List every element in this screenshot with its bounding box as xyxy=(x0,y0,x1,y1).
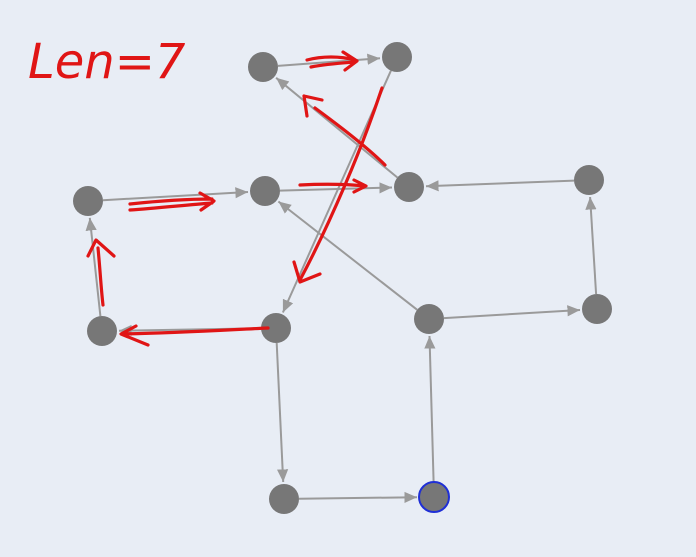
edge-n7-n11 xyxy=(275,342,289,483)
graph-node-n9[interactable] xyxy=(414,304,444,334)
ink-arrow-n4-n5 xyxy=(298,178,368,194)
edge-n4-n5 xyxy=(279,182,393,194)
handwritten-path-annotation: Len=7 xyxy=(28,34,387,347)
edge-n1-n2 xyxy=(277,53,381,67)
ink-stroke-n5-n1 xyxy=(302,94,387,167)
graph-node-n11[interactable] xyxy=(269,484,299,514)
edge-n8-n3 xyxy=(85,217,102,317)
ink-arrow-n7-n8 xyxy=(119,324,270,347)
edge-n9-n4 xyxy=(277,200,418,311)
graph-node-n7[interactable] xyxy=(261,313,291,343)
graph-node-n6[interactable] xyxy=(574,165,604,195)
edge-n9-n10 xyxy=(443,305,581,320)
edge-n11-n12 xyxy=(298,491,418,503)
graph-node-n1[interactable] xyxy=(248,52,278,82)
edge-n10-n6 xyxy=(585,196,598,295)
edge-layer xyxy=(85,53,598,503)
graph-node-highlighted[interactable] xyxy=(418,481,450,513)
graph-node-n8[interactable] xyxy=(87,316,117,346)
edge-n12-n9 xyxy=(424,335,436,483)
edge-n6-n5 xyxy=(425,179,575,192)
ink-arrow-n3-n4 xyxy=(128,191,216,212)
node-layer xyxy=(73,42,612,514)
ink-arrow-n1-n2 xyxy=(305,50,359,72)
length-annotation: Len=7 xyxy=(28,34,186,90)
graph-node-n5[interactable] xyxy=(394,172,424,202)
ink-arrow-n8-n3 xyxy=(86,238,116,307)
graph-node-n2[interactable] xyxy=(382,42,412,72)
graph-node-n3[interactable] xyxy=(73,186,103,216)
graph-node-n4[interactable] xyxy=(250,176,280,206)
edge-n3-n4 xyxy=(102,187,249,202)
graph-node-n10[interactable] xyxy=(582,294,612,324)
edge-n5-n1 xyxy=(275,77,399,179)
